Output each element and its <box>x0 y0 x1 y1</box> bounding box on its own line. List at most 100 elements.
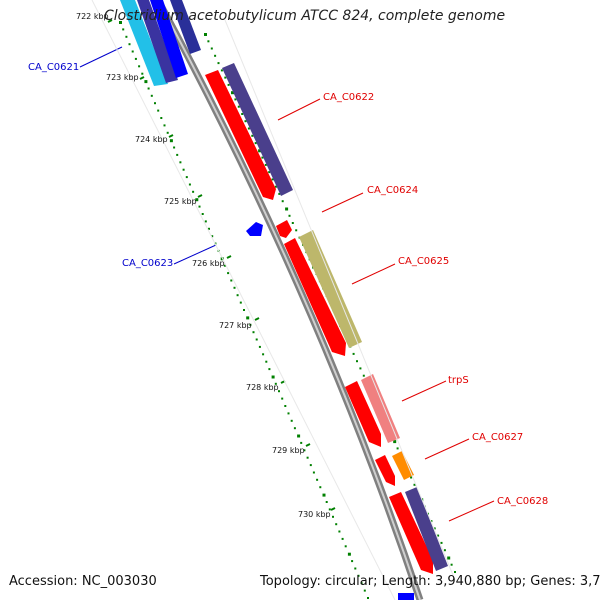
outer-tick <box>231 91 234 95</box>
inner-tick <box>319 486 322 489</box>
orange-feature[interactable] <box>392 451 414 480</box>
gene-label-ca-c0625[interactable]: CA_C0625 <box>398 256 450 267</box>
outer-tick <box>433 527 436 530</box>
inner-tick <box>138 65 141 68</box>
gene-label-ca-c0622[interactable]: CA_C0622 <box>323 92 375 103</box>
inner-tick <box>265 360 268 363</box>
outer-tick <box>396 447 399 450</box>
ruler-label-729: 729 kbp <box>272 446 305 455</box>
cds-ca-c0621-c[interactable] <box>170 0 201 54</box>
connector-ca-c0627 <box>424 438 470 460</box>
inner-tick <box>227 272 230 275</box>
outer-tick <box>207 40 210 43</box>
outer-tick <box>210 47 213 50</box>
inner-tick <box>223 264 226 267</box>
gene-label-ca-c0627[interactable]: CA_C0627 <box>472 432 524 443</box>
olive-feature[interactable] <box>299 230 362 348</box>
outer-tick <box>359 367 362 370</box>
outer-tick <box>352 352 355 355</box>
cds-ca-c0627[interactable] <box>375 455 395 486</box>
inner-tick <box>166 131 169 134</box>
inner-tick <box>328 508 331 511</box>
gene-label-ca-c0628[interactable]: CA_C0628 <box>497 496 549 507</box>
outer-tick <box>440 541 443 544</box>
inner-tick <box>198 205 201 208</box>
inner-tick <box>128 43 131 46</box>
pink-feature[interactable] <box>361 374 400 443</box>
gene-label-trps[interactable]: trpS <box>448 375 469 386</box>
inner-tick <box>344 545 347 548</box>
inner-tick <box>201 213 204 215</box>
inner-tick <box>134 57 137 60</box>
gene-label-ca-c0623[interactable]: CA_C0623 <box>122 258 174 269</box>
cyan-feature[interactable] <box>120 0 168 86</box>
cds-ca-c0621-a[interactable] <box>137 0 178 83</box>
genome-stats-text: Topology: circular; Length: 3,940,880 bp… <box>260 574 600 589</box>
inner-tick <box>204 220 207 223</box>
inner-tick <box>176 153 179 156</box>
inner-tick <box>293 427 296 430</box>
outer-boundary-left <box>91 0 396 600</box>
cds-ca-c0628[interactable] <box>389 492 433 574</box>
connector-ca-c0622 <box>277 98 321 121</box>
inner-tick <box>252 331 255 334</box>
genome-backbone-highlight <box>157 0 421 600</box>
outer-tick <box>281 200 284 203</box>
cds-ca-c0624[interactable] <box>276 220 292 238</box>
ruler-label-726: 726 kbp <box>192 259 225 268</box>
inner-tick <box>119 21 122 24</box>
inner-tick <box>281 397 284 400</box>
outer-tick <box>362 374 365 377</box>
purple-feature-1[interactable] <box>222 63 293 196</box>
inner-tick-track <box>119 21 369 599</box>
inner-tick <box>347 552 351 556</box>
outer-tick <box>295 229 298 232</box>
inner-tick <box>367 597 369 599</box>
cds-ca-c0625[interactable] <box>284 238 346 356</box>
ruler-label-724: 724 kbp <box>135 135 168 144</box>
inner-tick <box>287 412 290 415</box>
ruler-label-723: 723 kbp <box>106 73 139 82</box>
outer-tick <box>393 440 397 444</box>
outer-tick <box>437 534 440 537</box>
cds-trps[interactable] <box>345 381 381 447</box>
inner-tick <box>230 279 233 282</box>
inner-tick <box>208 227 210 230</box>
inner-tick <box>154 102 156 105</box>
inner-tick <box>316 478 319 481</box>
outer-tick <box>288 214 291 217</box>
inner-tick <box>169 139 173 143</box>
outer-tick <box>237 105 240 108</box>
outer-tick <box>278 192 281 195</box>
cds-ca-c0622[interactable] <box>205 70 276 200</box>
inner-tick <box>271 375 275 379</box>
inner-tick <box>332 515 334 518</box>
outer-tick <box>443 549 446 552</box>
outer-tick <box>413 483 416 486</box>
inner-tick <box>300 441 303 444</box>
inner-tick <box>278 390 280 393</box>
outer-tick <box>430 520 433 523</box>
outer-tick <box>274 185 277 188</box>
inner-tick <box>335 523 338 526</box>
outer-tick <box>241 113 244 115</box>
outer-tick <box>410 476 413 479</box>
outer-tick <box>454 571 456 573</box>
purple-feature-2[interactable] <box>405 487 448 571</box>
cds-ca-c0621-b[interactable] <box>150 0 188 78</box>
inner-tick <box>144 80 148 84</box>
inner-tick <box>284 405 287 407</box>
gene-label-ca-c0624[interactable]: CA_C0624 <box>367 185 419 196</box>
gene-label-ca-c0621[interactable]: CA_C0621 <box>28 62 80 73</box>
connector-ca-c0625 <box>351 263 396 285</box>
inner-tick <box>262 353 265 356</box>
inner-tick <box>246 316 250 320</box>
inner-tick <box>131 50 134 53</box>
inner-tick <box>211 235 214 238</box>
inner-tick <box>268 368 271 371</box>
connector-ca-c0621 <box>79 46 123 68</box>
cds-ca-c0623[interactable] <box>246 222 263 236</box>
inner-tick <box>306 456 309 459</box>
accession-text: Accession: NC_003030 <box>9 574 157 589</box>
inner-tick <box>173 146 176 149</box>
